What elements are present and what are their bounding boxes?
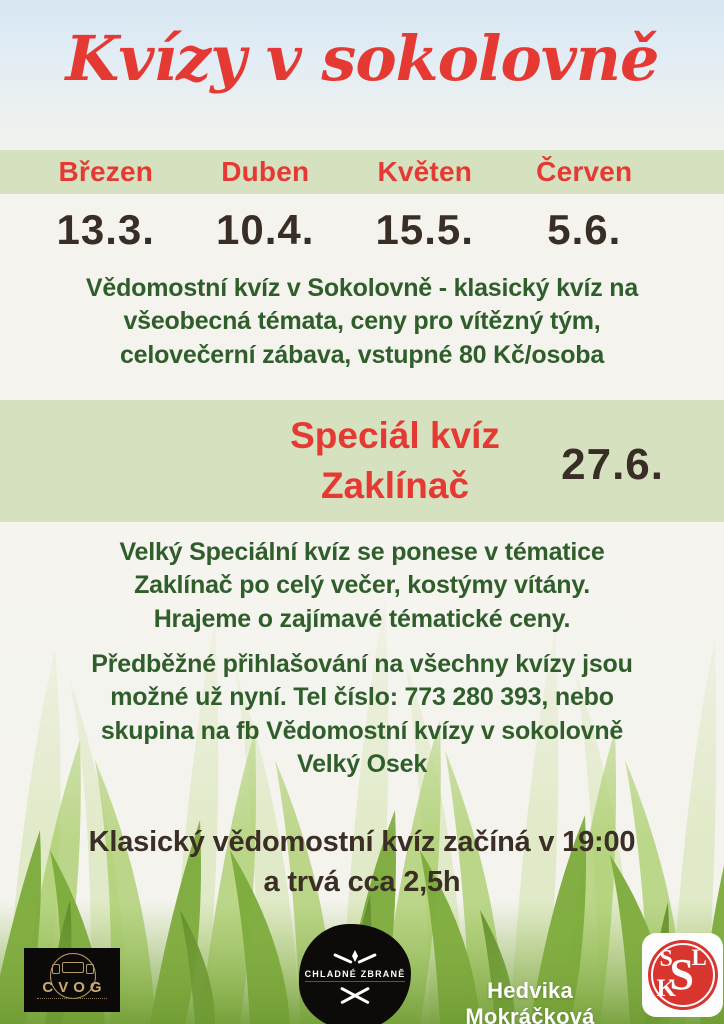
sokol-logo: S L S K [642,933,723,1017]
months-band: Březen Duben Květen Červen [0,150,724,194]
registration-line: skupina na fb Vědomostní kvízy v sokolov… [100,716,624,745]
special-quiz-band: Speciál kvíz Zaklínač 27.6. [0,400,724,522]
special-description-line: Hrajeme o zajímavé tématické ceny. [153,604,571,633]
cvog-gamepad-icon [86,964,94,974]
poster-title: Kvízy v sokolovně [65,22,660,95]
sokol-monogram-letter: K [656,975,676,1002]
dates-row: 13.3. 10.4. 15.5. 5.6. [0,206,724,254]
registration-line: Předběžné přihlašování na všechny kvízy … [91,650,633,678]
winged-swords-icon [333,950,377,966]
chladne-zbrane-label: CHLADNÉ ZBRANĚ [304,969,406,982]
special-quiz-description: Velký Speciální kvíz se ponese v tématic… [0,536,724,636]
grass-fade-overlay [0,500,724,840]
sokol-disc-icon: S L S K [647,940,718,1010]
sokol-monogram-letter: S [669,950,694,999]
classic-quiz-line: všeobecná témata, ceny pro vítězný tým, [123,307,601,336]
sokol-monogram-letter: L [691,945,707,970]
sokol-monogram-letter: S [659,946,673,972]
organizer-name: Hedvika Mokráčková [465,978,595,1024]
registration-line: možné už nyní. Tel číslo: 773 280 393, n… [110,683,614,712]
date-june: 5.6. [547,206,622,253]
cvog-label: CVOG [42,979,107,996]
cvog-fineprint-line [37,998,107,999]
month-brezen: Březen [58,156,154,187]
registration-line: Velký Osek [296,749,428,778]
sokol-ring-icon [650,943,715,1007]
month-kveten: Květen [377,156,473,187]
date-may: 15.5. [375,206,474,253]
timing-info: Klasický vědomostní kvíz začíná v 19:00 … [0,822,724,902]
timing-line: Klasický vědomostní kvíz začíná v 19:00 [88,826,636,858]
special-quiz-name-line: Zaklínač [320,465,470,506]
classic-quiz-line: celovečerní zábava, vstupné 80 Kč/osoba [119,340,605,369]
crossed-sabers-icon [337,986,373,1004]
registration-info: Předběžné přihlašování na všechny kvízy … [0,648,724,781]
cvog-sofa-icon [62,962,84,973]
timing-line: a trvá cca 2,5h [263,866,461,899]
special-description-line: Zaklínač po celý večer, kostýmy vítány. [134,571,590,600]
month-duben: Duben [221,156,310,187]
chladne-zbrane-logo: CHLADNÉ ZBRANĚ [299,924,411,1024]
special-quiz-name-line: Speciál kvíz [290,415,500,457]
date-april: 10.4. [216,206,315,253]
cvog-logo: CVOG [24,948,120,1012]
cvog-gamepad-icon [52,964,60,974]
special-quiz-name: Speciál kvíz Zaklínač [0,411,724,511]
month-cerven: Červen [536,156,633,187]
classic-quiz-line: Vědomostní kvíz v Sokolovně - klasický k… [85,274,639,302]
classic-quiz-description: Vědomostní kvíz v Sokolovně - klasický k… [0,272,724,372]
special-quiz-date: 27.6. [561,440,664,489]
special-description-line: Velký Speciální kvíz se ponese v tématic… [119,538,605,566]
date-march: 13.3. [56,206,155,253]
